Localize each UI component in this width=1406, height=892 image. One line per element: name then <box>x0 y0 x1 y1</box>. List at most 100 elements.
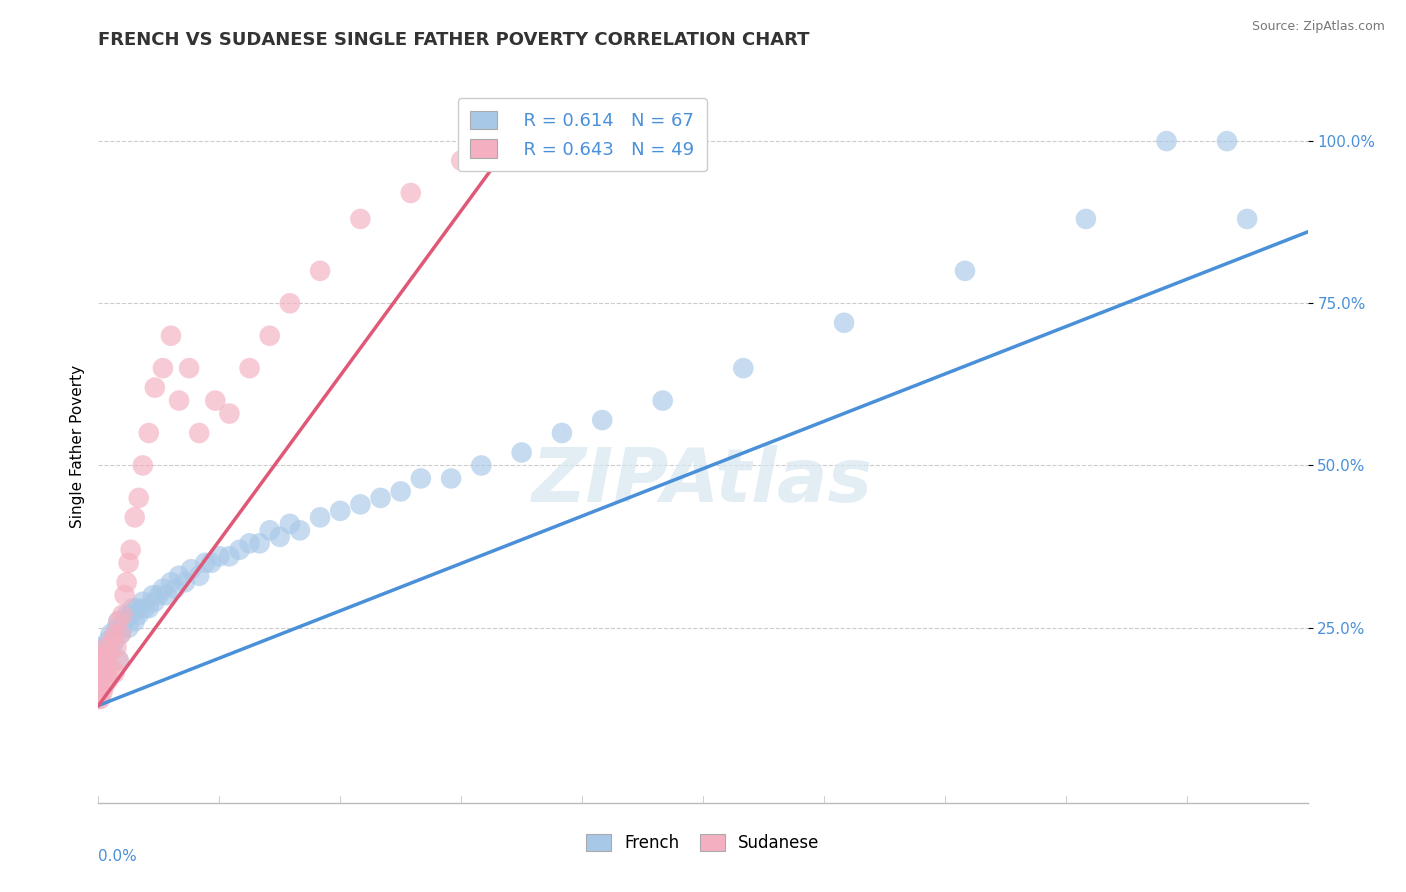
Point <box>470 458 492 473</box>
Point <box>125 601 148 615</box>
Point <box>288 524 311 538</box>
Point <box>105 621 128 635</box>
Point <box>87 692 110 706</box>
Point <box>121 601 143 615</box>
Point <box>107 614 129 628</box>
Point <box>163 582 186 596</box>
Point <box>174 575 197 590</box>
Point <box>87 679 110 693</box>
Point <box>269 530 291 544</box>
Point <box>152 582 174 596</box>
Point <box>114 588 136 602</box>
Point <box>194 556 217 570</box>
Point <box>134 601 156 615</box>
Point <box>87 673 110 687</box>
Point <box>115 575 138 590</box>
Point <box>89 673 111 687</box>
Point <box>87 640 110 654</box>
Point <box>143 595 166 609</box>
Point <box>87 659 110 673</box>
Point <box>97 633 120 648</box>
Point <box>101 640 124 654</box>
Point <box>1074 211 1097 226</box>
Point <box>97 673 120 687</box>
Point <box>110 627 132 641</box>
Point <box>103 666 125 681</box>
Point <box>208 549 231 564</box>
Point <box>114 614 136 628</box>
Point <box>124 510 146 524</box>
Point <box>188 568 211 582</box>
Point <box>96 666 118 681</box>
Point <box>156 588 179 602</box>
Point <box>93 679 115 693</box>
Point <box>218 549 240 564</box>
Point <box>228 542 250 557</box>
Point <box>160 328 183 343</box>
Point <box>278 296 301 310</box>
Point <box>128 607 150 622</box>
Point <box>103 627 125 641</box>
Point <box>96 647 118 661</box>
Point <box>111 607 134 622</box>
Point <box>349 211 371 226</box>
Point <box>132 595 155 609</box>
Point <box>239 536 262 550</box>
Point <box>409 471 432 485</box>
Point <box>91 666 114 681</box>
Text: Source: ZipAtlas.com: Source: ZipAtlas.com <box>1251 20 1385 33</box>
Point <box>204 393 226 408</box>
Point <box>89 653 111 667</box>
Point <box>239 361 262 376</box>
Point <box>110 627 132 641</box>
Point <box>510 134 533 148</box>
Point <box>309 510 332 524</box>
Point <box>1156 134 1178 148</box>
Point <box>107 614 129 628</box>
Point <box>105 640 128 654</box>
Point <box>309 264 332 278</box>
Point <box>101 633 124 648</box>
Point <box>107 653 129 667</box>
Point <box>124 614 146 628</box>
Point <box>142 588 165 602</box>
Point <box>329 504 352 518</box>
Point <box>259 328 281 343</box>
Point <box>152 361 174 376</box>
Point <box>87 673 110 687</box>
Point <box>440 471 463 485</box>
Point <box>97 647 120 661</box>
Point <box>218 407 240 421</box>
Point <box>138 425 160 440</box>
Point <box>93 653 115 667</box>
Point <box>200 556 222 570</box>
Point <box>103 633 125 648</box>
Point <box>100 627 122 641</box>
Point <box>733 361 755 376</box>
Point <box>188 425 211 440</box>
Point <box>128 491 150 505</box>
Point <box>551 425 574 440</box>
Point <box>148 588 170 602</box>
Point <box>370 491 392 505</box>
Point <box>138 601 160 615</box>
Point <box>118 556 141 570</box>
Point <box>953 264 976 278</box>
Point <box>120 542 142 557</box>
Text: ZIPAtlas: ZIPAtlas <box>533 445 873 518</box>
Legend: French, Sudanese: French, Sudanese <box>579 827 827 859</box>
Point <box>143 381 166 395</box>
Y-axis label: Single Father Poverty: Single Father Poverty <box>69 365 84 527</box>
Point <box>1236 211 1258 226</box>
Point <box>118 621 141 635</box>
Point <box>180 562 202 576</box>
Point <box>259 524 281 538</box>
Point <box>132 458 155 473</box>
Text: FRENCH VS SUDANESE SINGLE FATHER POVERTY CORRELATION CHART: FRENCH VS SUDANESE SINGLE FATHER POVERTY… <box>98 31 810 49</box>
Point <box>115 607 138 622</box>
Point <box>591 413 613 427</box>
Point <box>160 575 183 590</box>
Point <box>120 607 142 622</box>
Point <box>89 692 111 706</box>
Point <box>93 653 115 667</box>
